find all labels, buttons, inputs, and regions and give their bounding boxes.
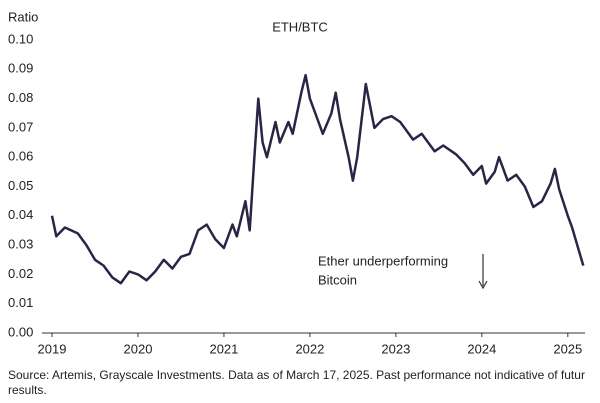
annotation: Bitcoin bbox=[318, 272, 357, 287]
x-tick-label: 2024 bbox=[467, 341, 496, 356]
chart: Ratio ETH/BTC Ether underperforming Bitc… bbox=[8, 9, 585, 356]
x-tick-label: 2022 bbox=[295, 341, 324, 356]
arrow-head bbox=[478, 280, 488, 290]
source-note: Source: Artemis, Grayscale Investments. … bbox=[8, 368, 585, 397]
x-tick-label: 2025 bbox=[553, 341, 582, 356]
y-tick-label: 0.04 bbox=[8, 207, 33, 222]
x-tick-label: 2021 bbox=[209, 341, 238, 356]
y-axis-label: Ratio bbox=[8, 9, 38, 24]
y-tick-label: 0.10 bbox=[8, 31, 33, 46]
y-tick-label: 0.03 bbox=[8, 237, 33, 252]
y-tick-label: 0.00 bbox=[8, 324, 33, 339]
data-line bbox=[50, 73, 585, 285]
y-tick-label: 0.05 bbox=[8, 178, 33, 193]
y-tick-label: 0.09 bbox=[8, 61, 33, 76]
annotation: Ether underperforming bbox=[318, 253, 448, 268]
y-tick-label: 0.07 bbox=[8, 119, 33, 134]
x-tick-label: 2023 bbox=[381, 341, 410, 356]
y-tick-label: 0.08 bbox=[8, 90, 33, 105]
y-tick-label: 0.01 bbox=[8, 295, 33, 310]
x-tick-label: 2019 bbox=[38, 341, 67, 356]
chart-title: ETH/BTC bbox=[272, 19, 328, 34]
x-tick-label: 2020 bbox=[124, 341, 153, 356]
y-tick-label: 0.02 bbox=[8, 266, 33, 281]
y-tick-label: 0.06 bbox=[8, 149, 33, 164]
